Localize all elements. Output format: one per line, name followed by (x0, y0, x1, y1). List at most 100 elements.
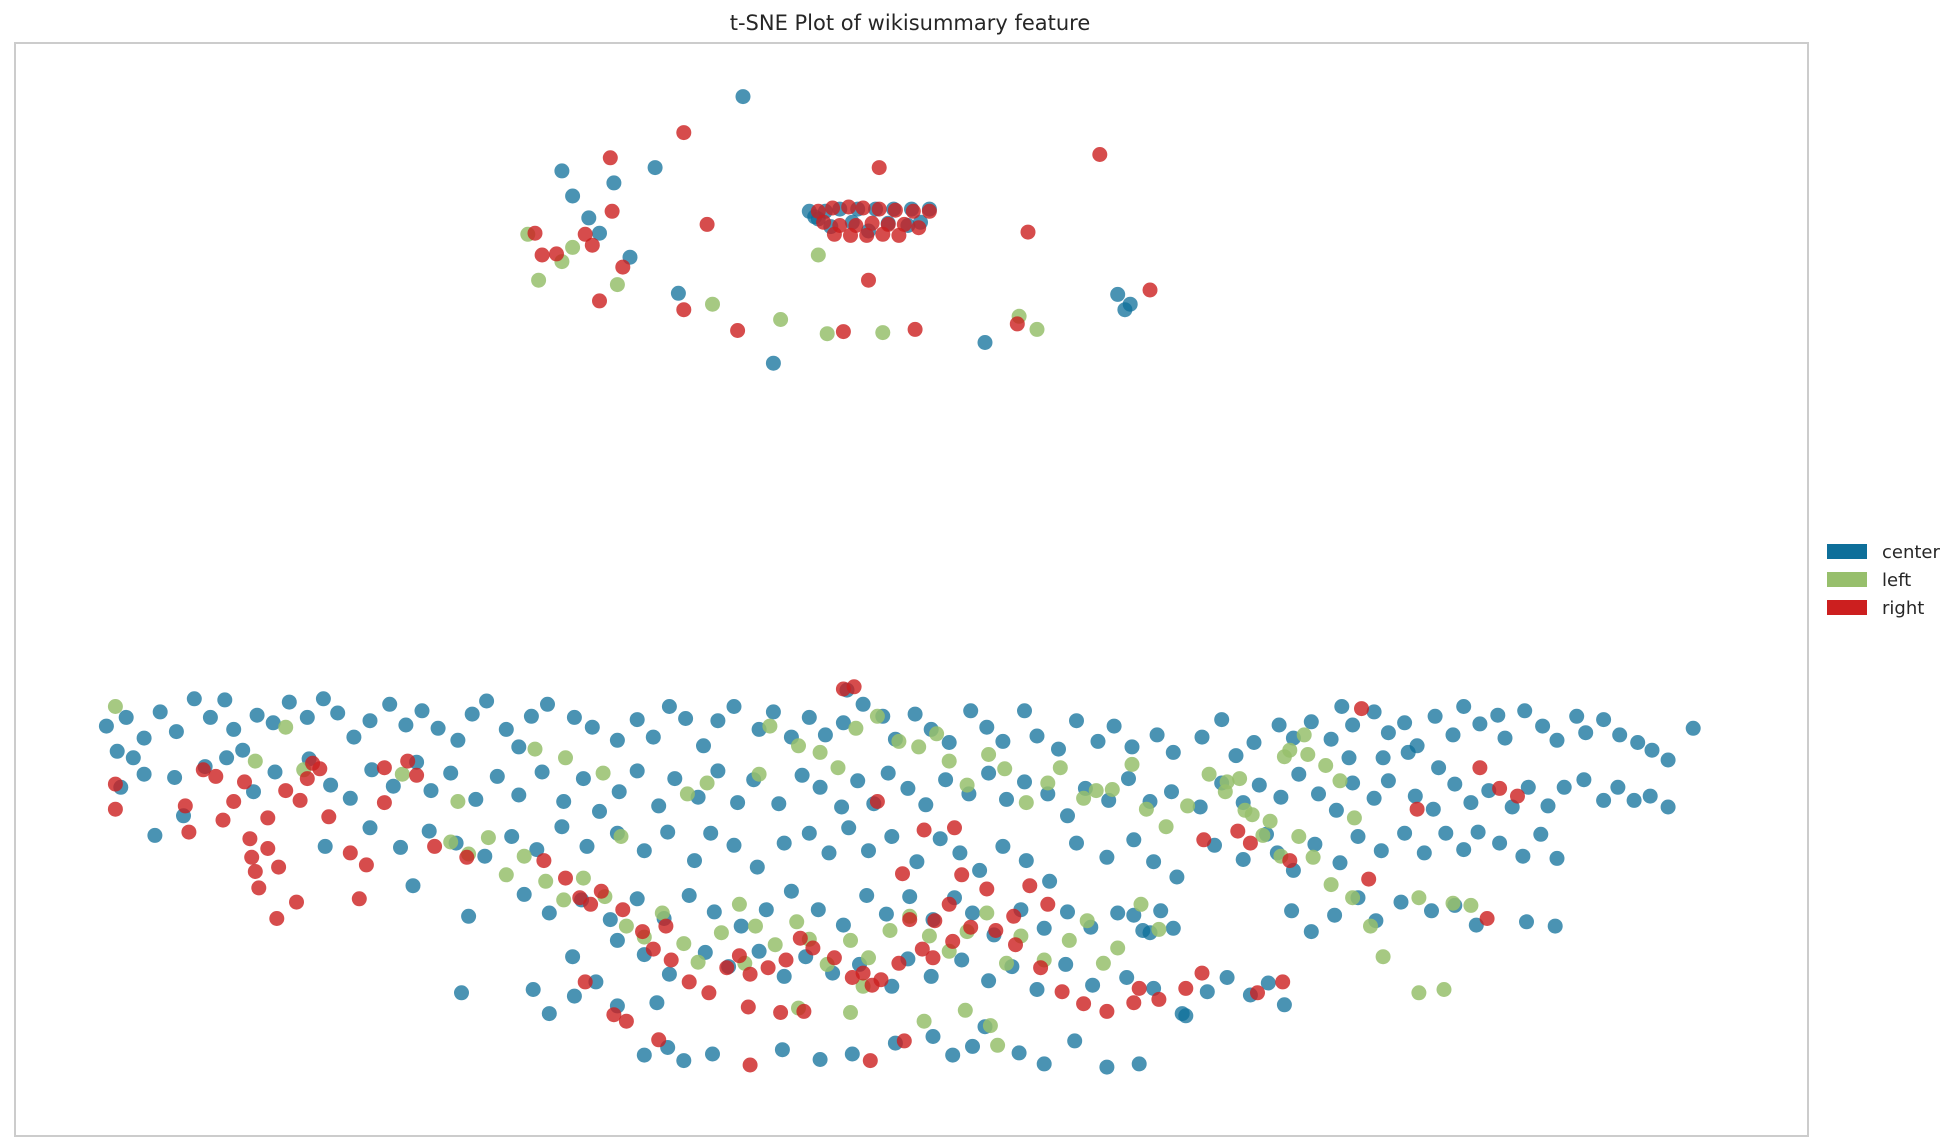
point-left-95 (1296, 727, 1312, 743)
point-right-103 (1008, 937, 1023, 953)
point-left-21 (613, 829, 629, 844)
point-center-236 (932, 831, 948, 847)
point-left-33 (929, 726, 945, 742)
point-left-19 (558, 750, 573, 766)
point-center-205 (1596, 792, 1612, 808)
point-right-145 (916, 822, 932, 838)
point-center-297 (1327, 907, 1343, 923)
point-left-13 (247, 753, 263, 769)
point-center-121 (1549, 732, 1565, 748)
point-left-72 (731, 896, 747, 912)
point-center-8 (670, 285, 686, 301)
point-left-64 (575, 870, 591, 886)
point-center-169 (880, 765, 896, 781)
point-center-215 (421, 823, 437, 839)
point-center-240 (1018, 853, 1034, 869)
point-right-143 (1510, 788, 1525, 804)
point-center-151 (534, 764, 550, 780)
point-center-87 (963, 703, 979, 719)
point-center-225 (687, 853, 702, 869)
point-center-329 (1199, 984, 1215, 1000)
point-left-89 (1061, 932, 1077, 948)
point-center-118 (1497, 730, 1513, 746)
point-center-317 (884, 978, 900, 994)
point-left-7 (819, 326, 835, 342)
point-center-279 (835, 917, 851, 933)
point-center-334 (454, 985, 469, 1001)
point-center-303 (1468, 917, 1484, 933)
point-right-73 (409, 767, 425, 783)
point-center-304 (1519, 914, 1534, 930)
point-center-293 (1153, 903, 1169, 919)
point-center-149 (489, 768, 505, 784)
point-center-227 (726, 837, 742, 853)
point-left-86 (999, 955, 1014, 971)
point-center-51 (330, 705, 346, 721)
point-center-323 (1029, 982, 1045, 997)
point-center-152 (556, 794, 572, 809)
legend-item-right: right (1827, 598, 1924, 619)
point-right-109 (1151, 991, 1167, 1007)
point-center-128 (1660, 752, 1676, 768)
point-right-25 (871, 201, 887, 217)
point-center-120 (1535, 718, 1551, 734)
point-center-54 (382, 696, 398, 712)
point-right-72 (289, 894, 304, 910)
point-center-282 (902, 889, 918, 905)
point-center-52 (346, 729, 362, 745)
point-left-110 (1463, 897, 1479, 913)
point-right-75 (269, 911, 285, 926)
point-center-256 (1397, 825, 1413, 841)
point-center-232 (841, 820, 857, 836)
point-center-257 (1416, 845, 1432, 861)
point-right-112 (577, 974, 593, 990)
point-center-78 (801, 709, 817, 725)
point-right-50 (215, 812, 231, 828)
point-center-259 (1456, 842, 1472, 858)
point-right-0 (676, 125, 692, 141)
point-right-78 (572, 890, 588, 906)
point-right-17 (835, 324, 851, 340)
point-center-63 (523, 708, 539, 724)
point-center-273 (681, 888, 697, 903)
point-left-71 (713, 925, 729, 941)
point-center-141 (323, 777, 339, 793)
point-center-147 (443, 765, 459, 781)
point-right-102 (988, 923, 1004, 938)
point-center-119 (1517, 703, 1533, 719)
point-center-319 (923, 968, 939, 984)
point-center-57 (430, 720, 446, 736)
point-center-130 (1375, 750, 1391, 766)
point-right-6 (861, 272, 876, 288)
point-center-349 (925, 1029, 941, 1044)
point-center-127 (1644, 742, 1660, 758)
point-left-63 (556, 892, 572, 908)
point-center-254 (1350, 829, 1366, 844)
point-center-345 (774, 1042, 790, 1058)
point-center-79 (817, 727, 833, 743)
point-left-73 (748, 918, 763, 934)
point-center-213 (362, 820, 378, 836)
point-center-36 (98, 718, 114, 734)
point-left-78 (843, 932, 858, 948)
point-right-136 (1242, 835, 1258, 851)
point-center-330 (1219, 970, 1235, 985)
point-center-89 (995, 733, 1011, 749)
point-right-27 (905, 203, 921, 219)
point-center-193 (1366, 790, 1382, 806)
point-center-101 (1228, 748, 1244, 764)
point-right-83 (658, 918, 674, 934)
point-left-11 (810, 247, 826, 263)
point-left-100 (1262, 813, 1278, 829)
point-center-49 (299, 709, 315, 725)
point-center-160 (710, 763, 726, 779)
point-center-41 (186, 691, 202, 707)
point-center-238 (972, 862, 988, 878)
point-right-144 (1479, 911, 1495, 926)
point-center-192 (1345, 775, 1361, 791)
point-center-332 (1260, 975, 1276, 991)
point-center-155 (611, 784, 627, 800)
point-center-268 (541, 905, 557, 921)
point-right-47 (181, 824, 197, 840)
point-center-34 (109, 743, 125, 759)
